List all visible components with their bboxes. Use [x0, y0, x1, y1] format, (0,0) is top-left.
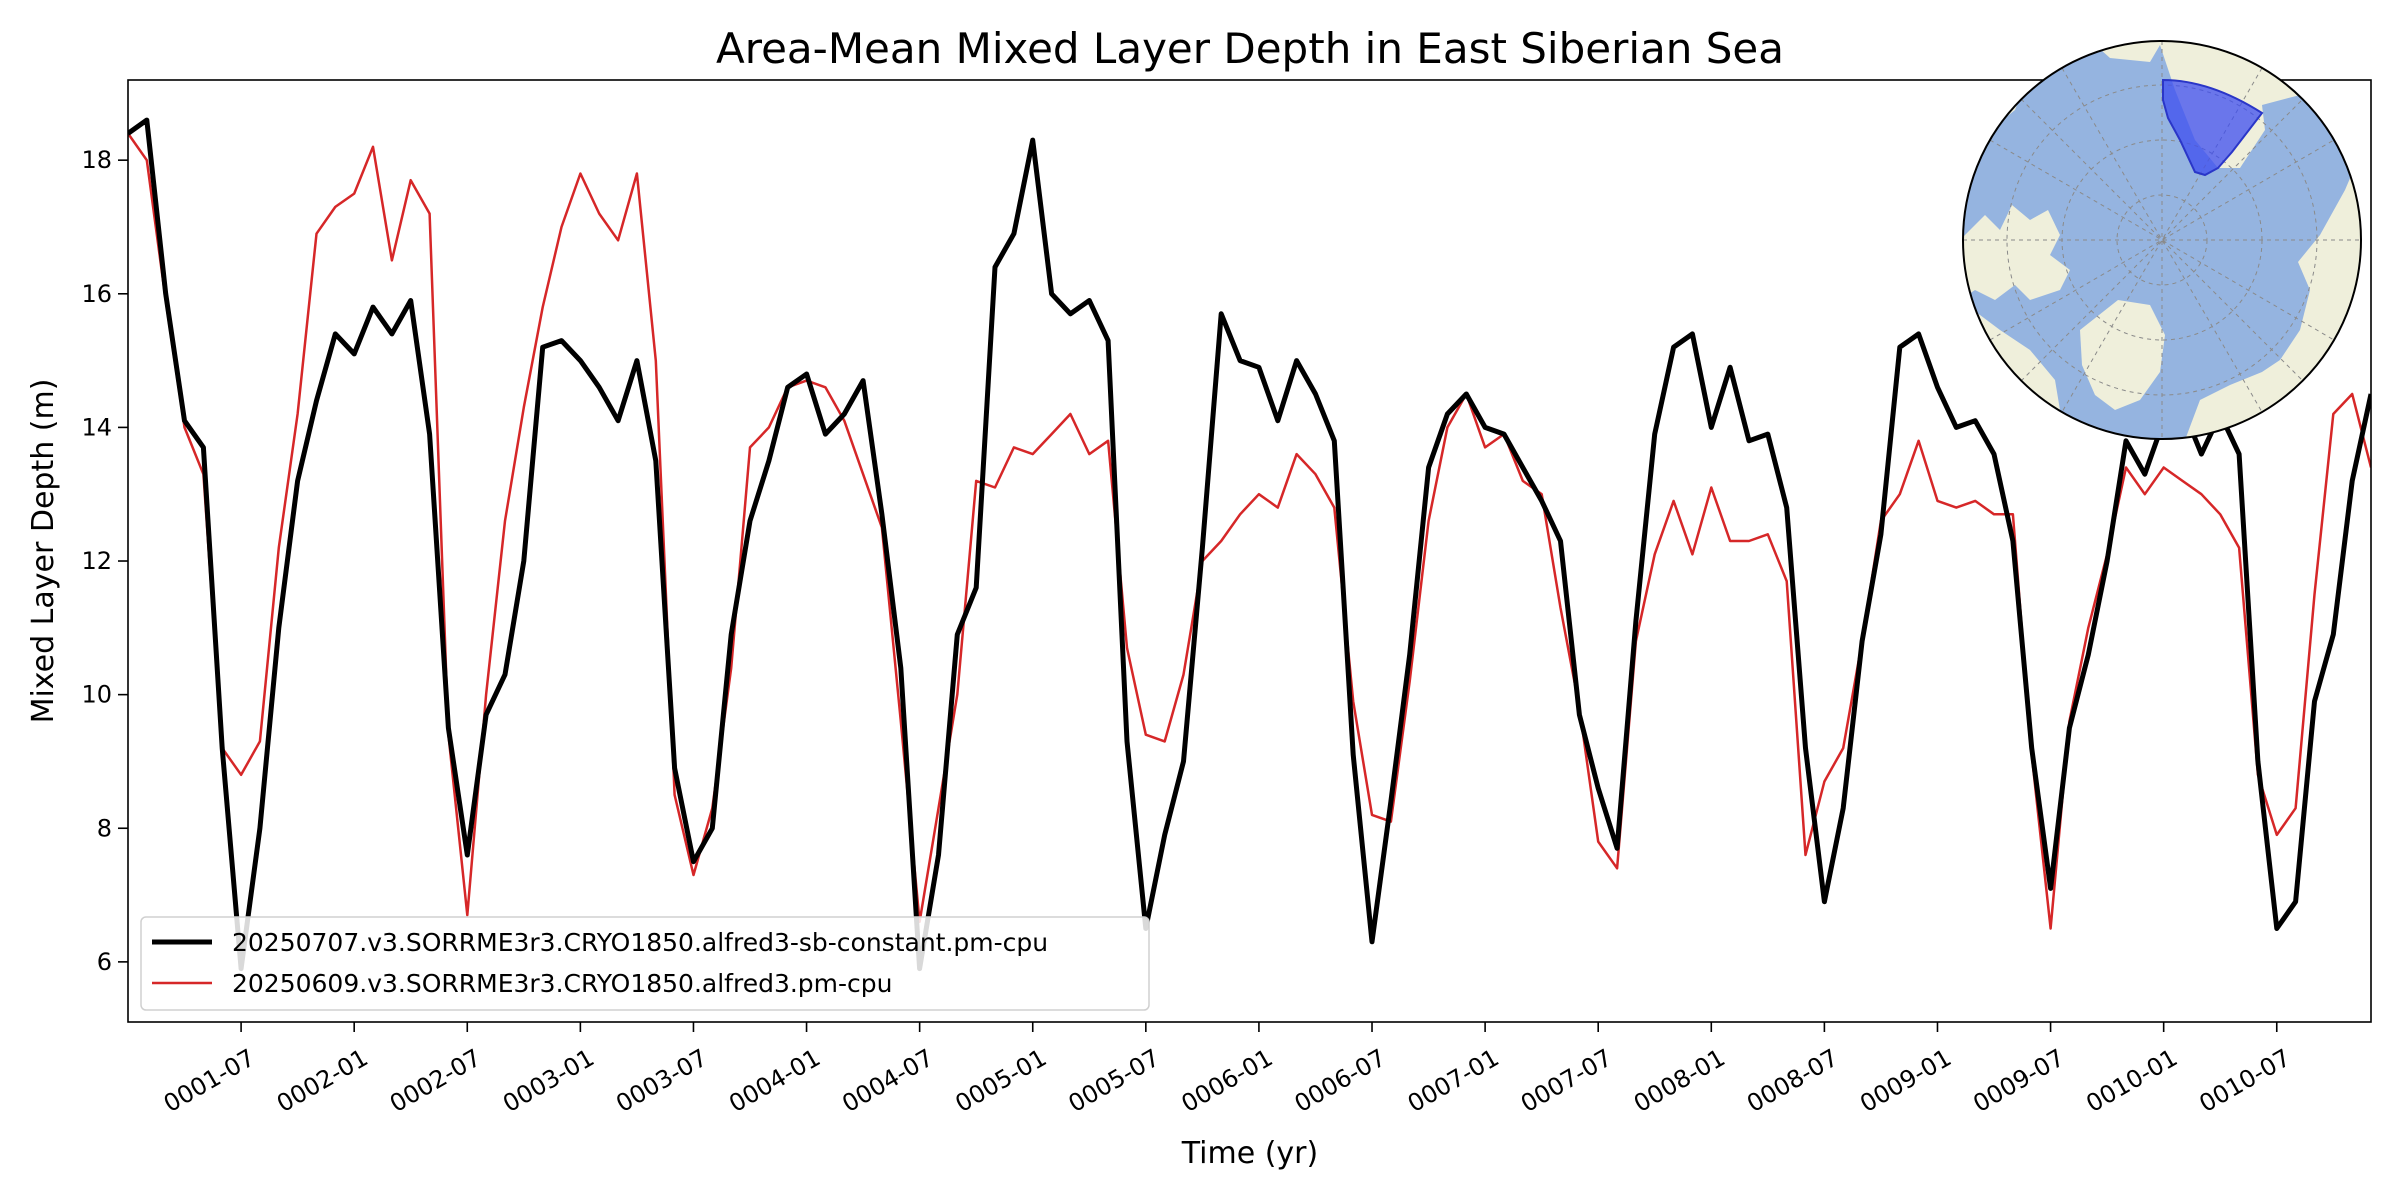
- map-region-highlight: [2162, 78, 2264, 177]
- map-land-west-islands: [1963, 205, 2070, 300]
- series-line-1: [128, 117, 2371, 972]
- x-tick-label: 0003-01: [498, 1044, 599, 1118]
- map-grid-meridians: [1963, 41, 2361, 439]
- x-tick-label: 0002-07: [385, 1044, 486, 1118]
- x-tick-label: 0006-01: [1177, 1044, 1278, 1118]
- x-tick-label: 0008-07: [1742, 1044, 1843, 1118]
- y-axis-ticks: 6 8 10 12 14 16 18: [81, 146, 128, 976]
- map-land-eurasia-north: [1963, 41, 2361, 168]
- y-tick-label: 6: [97, 948, 112, 976]
- x-tick-label: 0009-01: [1855, 1044, 1956, 1118]
- chart-title-group: Area-Mean Mixed Layer Depth in East Sibe…: [716, 24, 1784, 73]
- legend-label-series-2: 20250609.v3.SORRME3r3.CRYO1850.alfred3.p…: [232, 969, 893, 998]
- x-tick-label: 0007-07: [1516, 1044, 1617, 1118]
- x-tick-label: 0002-01: [272, 1044, 373, 1118]
- x-tick-label: 0008-01: [1629, 1044, 1730, 1118]
- map-border: [1962, 40, 2362, 440]
- x-tick-label: 0004-01: [724, 1044, 825, 1118]
- x-tick-label: 0005-01: [950, 1044, 1051, 1118]
- plot-frame: [127, 79, 2372, 1023]
- x-tick-label: 0009-07: [1968, 1044, 2069, 1118]
- y-tick-label: 10: [81, 681, 112, 709]
- x-axis-label: Time (yr): [1181, 1136, 1318, 1171]
- y-tick-label: 12: [81, 547, 112, 575]
- x-axis-ticks: 0001-07 0002-01 0002-07 0003-01 0003-07 0004-…: [159, 1022, 2296, 1118]
- legend-box: [140, 916, 1150, 1011]
- x-tick-label: 0005-07: [1064, 1044, 1165, 1118]
- x-tick-label: 0004-07: [837, 1044, 938, 1118]
- y-tick-label: 18: [81, 146, 112, 174]
- y-axis-label: Mixed Layer Depth (m): [26, 379, 61, 724]
- legend: 20250707.v3.SORRME3r3.CRYO1850.alfred3-s…: [140, 916, 1150, 1011]
- x-tick-label: 0010-07: [2195, 1044, 2296, 1118]
- x-tick-label: 0010-01: [2081, 1044, 2182, 1118]
- x-tick-label: 0007-01: [1403, 1044, 1504, 1118]
- y-tick-label: 14: [81, 413, 112, 441]
- y-tick-label: 16: [81, 280, 112, 308]
- arctic-polar-map-inset: [1962, 40, 2362, 440]
- series-line-2: [128, 132, 2371, 930]
- x-tick-label: 0006-07: [1290, 1044, 1391, 1118]
- y-tick-label: 8: [97, 814, 112, 842]
- legend-label-series-1: 20250707.v3.SORRME3r3.CRYO1850.alfred3-s…: [232, 928, 1048, 957]
- x-tick-label: 0003-07: [611, 1044, 712, 1118]
- series-lines: [128, 117, 2371, 972]
- chart-title: Area-Mean Mixed Layer Depth in East Sibe…: [716, 24, 1784, 73]
- x-tick-label: 0001-07: [159, 1044, 260, 1118]
